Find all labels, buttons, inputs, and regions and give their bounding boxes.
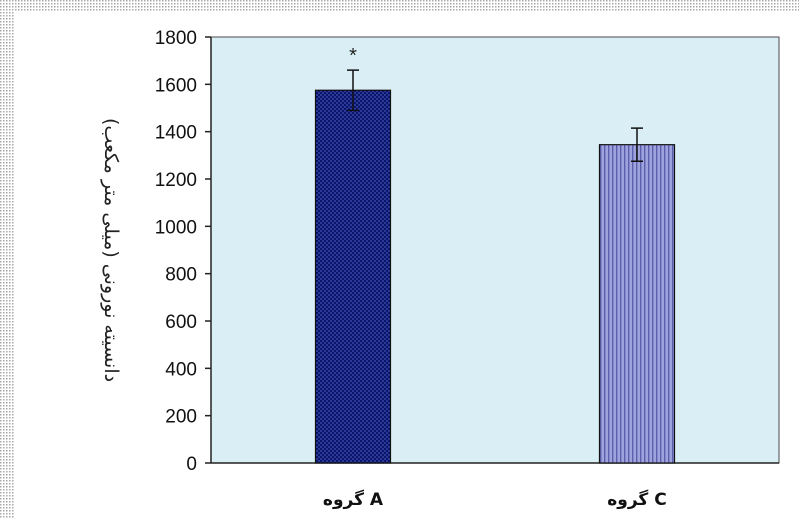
y-tick-label: 800 [165,265,197,286]
y-tick-label: 600 [165,312,197,333]
frame-left [0,0,14,519]
category-label: گروه A [323,489,384,510]
bars [314,89,676,464]
category-label: گروه C [607,489,666,510]
y-tick-label: 1400 [155,123,197,144]
significance-marker: * [349,45,357,67]
y-tick-label: 1200 [155,170,197,191]
category-labels: گروه A گروه C [323,489,667,510]
plot-area [210,36,780,464]
bar-2 [598,144,676,464]
y-ticks: 0 200 400 600 800 1000 1200 1400 1600 1800 [155,28,211,475]
y-tick-label: 1600 [155,75,197,96]
y-axis-label: دانسیته نورونی (میلی متر مکعب) [100,118,122,382]
frame-top [0,0,799,12]
bar-1 [314,89,392,464]
y-tick-label: 400 [165,359,197,380]
y-tick-label: 1800 [155,28,197,49]
y-tick-label: 200 [165,407,197,428]
y-tick-label: 1000 [155,217,197,238]
y-tick-label: 0 [186,454,197,475]
error-bars: * [347,45,643,162]
